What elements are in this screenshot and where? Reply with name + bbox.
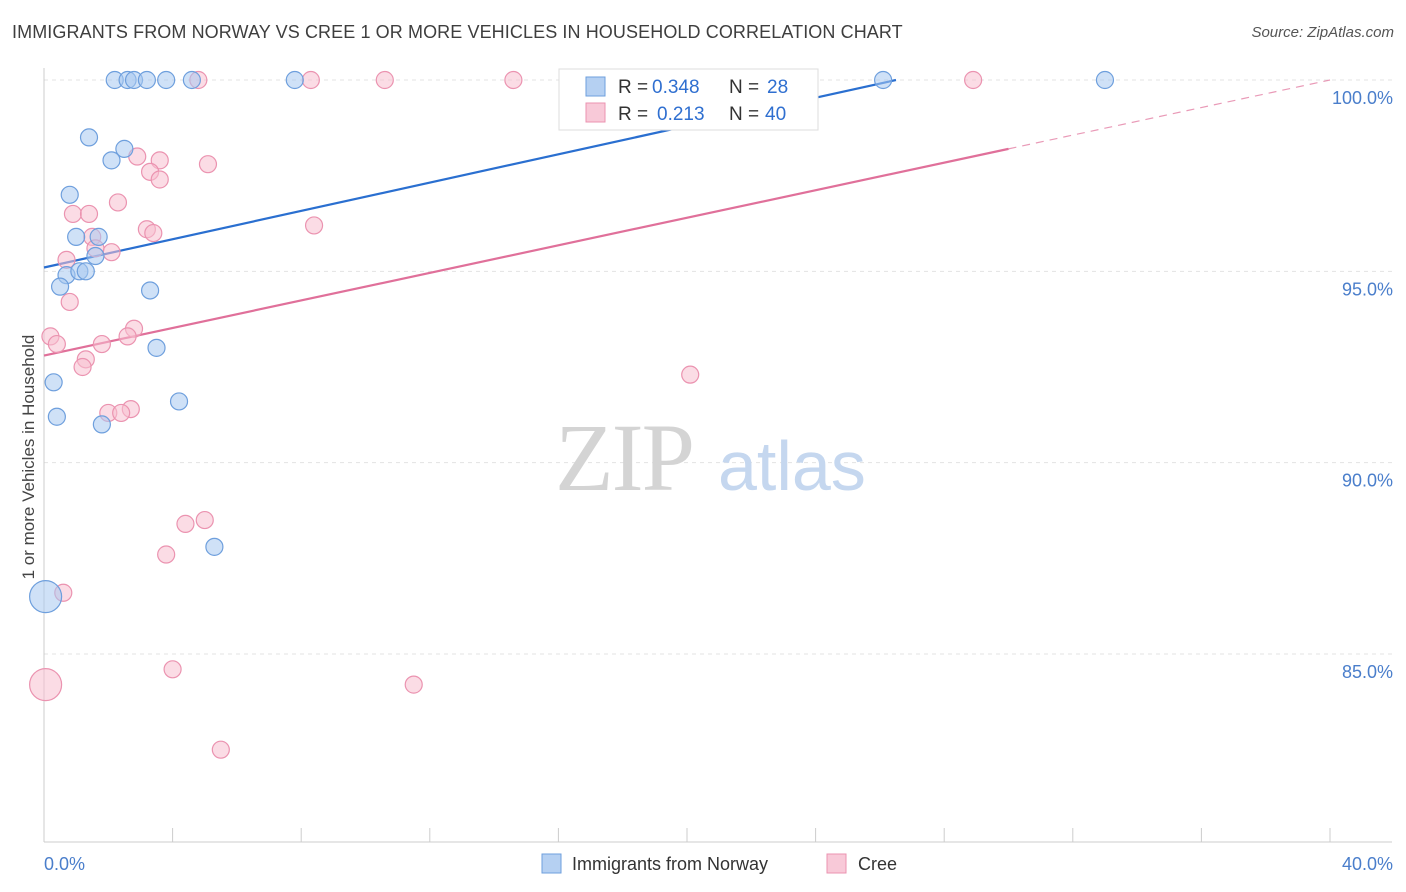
point-cree-34: [157, 545, 176, 564]
trendline-1: [43, 147, 1009, 357]
point-norway-15: [86, 246, 105, 266]
point-cree-11: [63, 204, 83, 224]
point-cree-27: [73, 357, 92, 377]
x-tick-label-max: 40.0%: [1342, 854, 1393, 874]
point-norway-9: [79, 128, 99, 147]
point-cree-1: [301, 70, 320, 90]
point-cree-17: [102, 243, 121, 262]
point-norway-11: [102, 151, 121, 170]
point-norway-25: [92, 415, 111, 434]
point-norway-14: [89, 227, 108, 246]
legend-n-label-2: N =: [729, 104, 759, 125]
point-cree-3: [504, 70, 523, 90]
point-norway-8: [1095, 70, 1115, 90]
point-cree-33: [176, 514, 195, 533]
point-cree-15: [144, 223, 163, 243]
legend-swatch-norway: [585, 76, 606, 97]
legend-r-label-2: R =: [618, 104, 648, 125]
point-cree-38: [29, 668, 63, 702]
point-cree-24: [118, 327, 137, 346]
point-norway-24: [47, 407, 66, 426]
point-norway-4: [157, 70, 176, 90]
y-tick-label-0: 100.0%: [1332, 88, 1393, 108]
point-norway-23: [169, 392, 189, 411]
point-cree-31: [112, 403, 131, 423]
gridlines: [44, 79, 1392, 655]
point-cree-37: [404, 675, 423, 694]
legend-n-label-1: N =: [729, 77, 759, 98]
y-tick-label-1: 95.0%: [1342, 279, 1393, 299]
point-norway-21: [147, 338, 166, 357]
legend-r-label-1: R =: [618, 77, 648, 98]
correlation-legend: R = 0.348 N = 28 R = 0.213 N = 40: [558, 68, 819, 131]
point-norway-26: [205, 537, 224, 556]
legend-swatch-cree: [826, 853, 847, 874]
point-norway-10: [115, 139, 134, 158]
legend-swatch-cree: [585, 102, 606, 123]
point-norway-12: [60, 185, 79, 204]
source-label: Source: ZipAtlas.com: [1251, 24, 1394, 41]
point-cree-7: [198, 155, 218, 174]
point-cree-12: [79, 204, 99, 224]
point-norway-6: [285, 70, 304, 90]
x-tick-label-min: 0.0%: [44, 854, 85, 874]
trendline-dashed-1: [1008, 79, 1331, 150]
point-cree-39: [211, 740, 230, 759]
point-norway-22: [44, 373, 63, 392]
y-tick-label-2: 90.0%: [1342, 471, 1393, 491]
point-norway-13: [67, 227, 86, 246]
legend-n-value-2: 40: [765, 104, 786, 125]
legend-r-value-1: 0.348: [652, 77, 700, 98]
y-axis-label: 1 or more Vehicles in Household: [19, 335, 38, 580]
point-cree-4: [964, 70, 983, 90]
watermark-atlas: atlas: [718, 427, 866, 505]
watermark: ZIP atlas: [555, 404, 866, 511]
legend-label-cree: Cree: [858, 854, 897, 874]
point-norway-18: [76, 262, 95, 281]
point-cree-14: [304, 216, 324, 235]
point-cree-36: [163, 660, 182, 679]
y-tick-label-3: 85.0%: [1342, 662, 1393, 682]
point-cree-2: [375, 70, 394, 90]
point-cree-28: [681, 365, 700, 384]
legend-label-immigrants-from-norway: Immigrants from Norway: [572, 854, 768, 874]
watermark-zip: ZIP: [555, 404, 693, 511]
point-cree-10: [108, 193, 128, 212]
point-cree-23: [47, 334, 66, 354]
point-cree-25: [92, 334, 111, 354]
point-norway-3: [137, 70, 156, 90]
data-points: [29, 70, 1115, 759]
series-legend: Immigrants from Norway Cree: [541, 853, 897, 874]
point-norway-19: [50, 277, 70, 296]
point-cree-20: [60, 292, 79, 312]
legend-swatch-immigrants-from-norway: [541, 853, 562, 874]
axes: [43, 68, 1392, 843]
y-tick-labels: 100.0% 95.0% 90.0% 85.0%: [1332, 88, 1393, 682]
legend-r-value-2: 0.213: [657, 104, 705, 125]
point-norway-27: [29, 579, 63, 614]
chart-title: IMMIGRANTS FROM NORWAY VS CREE 1 OR MORE…: [12, 22, 903, 42]
legend-n-value-1: 28: [767, 77, 788, 98]
point-cree-32: [195, 510, 214, 530]
point-norway-20: [140, 281, 160, 300]
point-cree-9: [150, 170, 169, 189]
point-norway-7: [874, 70, 893, 90]
point-norway-5: [182, 70, 201, 90]
